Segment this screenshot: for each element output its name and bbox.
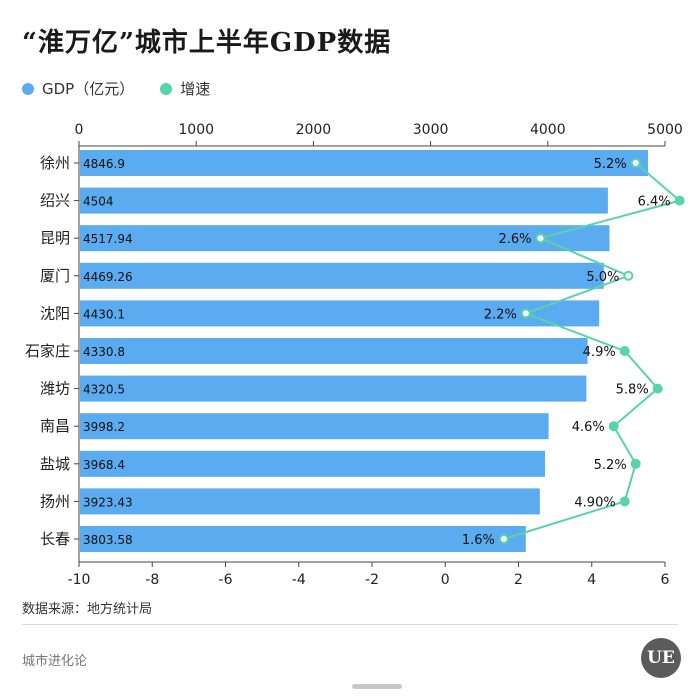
- growth-value-label: 2.2%: [484, 307, 517, 322]
- category-label: 沈阳: [40, 304, 70, 322]
- gdp-value-label: 4330.8: [83, 345, 125, 359]
- gdp-bar: [80, 375, 587, 402]
- gdp-bar: [80, 450, 546, 477]
- growth-value-label: 4.90%: [574, 495, 615, 510]
- growth-value-label: 5.8%: [616, 383, 649, 398]
- gdp-bar: [80, 526, 526, 552]
- category-label: 长春: [40, 530, 70, 548]
- gdp-value-label: 4846.9: [83, 157, 125, 171]
- gdp-bar: [80, 413, 549, 440]
- gdp-bar: [80, 300, 600, 327]
- gdp-bar: [80, 488, 540, 515]
- gdp-value-label: 3998.2: [83, 420, 125, 434]
- top-tick-label: 2000: [296, 122, 332, 138]
- gdp-value-label: 3968.4: [83, 458, 125, 472]
- top-tick-label: 0: [75, 122, 84, 138]
- gdp-bar: [80, 262, 604, 289]
- gdp-bar: [80, 187, 608, 214]
- gdp-value-label: 4504: [83, 195, 114, 209]
- scroll-indicator: [352, 684, 402, 689]
- growth-point: [674, 195, 685, 206]
- gdp-value-label: 3923.43: [83, 495, 133, 509]
- growth-value-label: 4.6%: [572, 420, 605, 435]
- top-tick-label: 1000: [178, 122, 214, 138]
- growth-value-label: 5.2%: [594, 157, 627, 172]
- growth-point: [623, 270, 634, 281]
- source-note: 数据来源：地方统计局: [22, 602, 153, 617]
- legend-growth-label: 增速: [180, 80, 211, 98]
- growth-value-label: 1.6%: [462, 533, 495, 548]
- bottom-tick-label: 2: [514, 572, 523, 588]
- legend-gdp-swatch: [22, 82, 34, 95]
- growth-point: [535, 233, 546, 244]
- growth-point: [652, 383, 663, 394]
- legend-item-growth: 增速: [160, 78, 210, 99]
- category-label: 厦门: [40, 267, 70, 285]
- category-label: 盐城: [40, 455, 70, 473]
- category-label: 南昌: [40, 417, 70, 435]
- growth-point: [630, 458, 641, 469]
- growth-point: [619, 346, 630, 356]
- gdp-bar: [80, 225, 610, 252]
- category-label: 石家庄: [25, 342, 70, 360]
- legend-item-gdp: GDP（亿元）: [22, 78, 134, 99]
- category-label: 潍坊: [40, 380, 70, 398]
- gdp-value-label: 4517.94: [83, 232, 133, 246]
- bottom-tick-label: 6: [661, 572, 670, 588]
- growth-point: [520, 308, 531, 319]
- gdp-bar: [80, 150, 649, 176]
- gdp-bar: [80, 338, 588, 364]
- top-tick-label: 4000: [530, 122, 566, 138]
- chart-title: “淮万亿”城市上半年GDP数据: [22, 28, 392, 58]
- legend-growth-swatch: [160, 82, 173, 95]
- brand-logo: UE: [641, 638, 681, 678]
- growth-point: [630, 158, 641, 168]
- growth-value-label: 6.4%: [638, 195, 671, 210]
- footer-divider: [22, 624, 678, 625]
- growth-point: [608, 421, 619, 432]
- bottom-tick-label: -2: [365, 572, 379, 588]
- growth-point: [619, 496, 630, 507]
- growth-value-label: 5.0%: [586, 270, 619, 285]
- legend-gdp-label: GDP（亿元）: [42, 80, 135, 98]
- gdp-value-label: 4430.1: [83, 307, 125, 321]
- category-label: 绍兴: [40, 192, 70, 210]
- growth-point: [498, 534, 509, 544]
- legend: GDP（亿元） 增速: [22, 78, 236, 99]
- category-label: 徐州: [40, 154, 70, 172]
- category-label: 昆明: [40, 229, 70, 247]
- bottom-tick-label: 0: [441, 572, 450, 588]
- category-label: 扬州: [40, 492, 70, 510]
- growth-value-label: 5.2%: [594, 458, 627, 473]
- top-tick-label: 3000: [413, 122, 449, 138]
- bottom-tick-label: -4: [292, 572, 306, 588]
- bottom-tick-label: 4: [587, 572, 596, 588]
- combo-chart: 0 1000 2000 3000 4000 5000 -10 -8 -6 -4 -2 0 2 4 6 徐州 48…: [25, 122, 685, 588]
- gdp-value-label: 3803.58: [83, 533, 133, 547]
- bottom-tick-label: -8: [145, 572, 159, 588]
- bottom-tick-label: -6: [219, 572, 233, 588]
- gdp-value-label: 4469.26: [83, 270, 133, 284]
- top-tick-label: 5000: [647, 122, 683, 138]
- brand-name: 城市进化论: [22, 654, 88, 669]
- growth-value-label: 4.9%: [583, 345, 616, 360]
- gdp-value-label: 4320.5: [83, 383, 125, 397]
- bottom-tick-label: -10: [68, 572, 91, 588]
- growth-value-label: 2.6%: [498, 232, 531, 247]
